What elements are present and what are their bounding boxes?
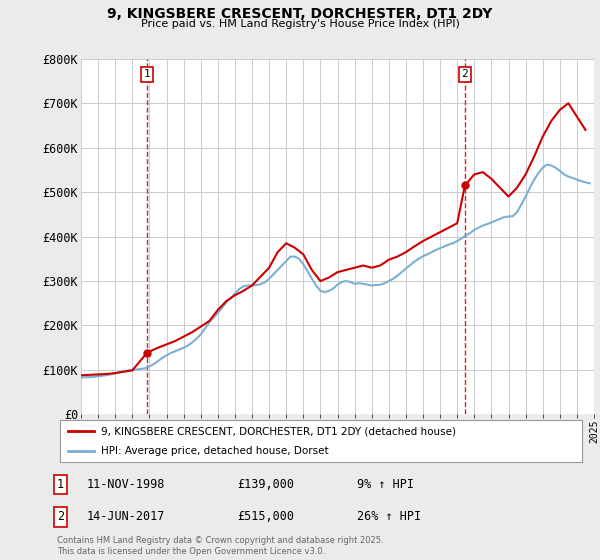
Text: HPI: Average price, detached house, Dorset: HPI: Average price, detached house, Dors… <box>101 446 328 456</box>
Text: 9% ↑ HPI: 9% ↑ HPI <box>357 478 414 491</box>
Text: 9, KINGSBERE CRESCENT, DORCHESTER, DT1 2DY (detached house): 9, KINGSBERE CRESCENT, DORCHESTER, DT1 2… <box>101 426 456 436</box>
Text: £139,000: £139,000 <box>237 478 294 491</box>
Text: 11-NOV-1998: 11-NOV-1998 <box>87 478 166 491</box>
Text: 1: 1 <box>57 478 64 491</box>
Text: 14-JUN-2017: 14-JUN-2017 <box>87 510 166 524</box>
Text: 9, KINGSBERE CRESCENT, DORCHESTER, DT1 2DY: 9, KINGSBERE CRESCENT, DORCHESTER, DT1 2… <box>107 7 493 21</box>
Text: 1: 1 <box>144 69 151 80</box>
Text: Contains HM Land Registry data © Crown copyright and database right 2025.
This d: Contains HM Land Registry data © Crown c… <box>57 536 383 556</box>
Text: 2: 2 <box>461 69 468 80</box>
Text: 26% ↑ HPI: 26% ↑ HPI <box>357 510 421 524</box>
Text: £515,000: £515,000 <box>237 510 294 524</box>
Text: Price paid vs. HM Land Registry's House Price Index (HPI): Price paid vs. HM Land Registry's House … <box>140 19 460 29</box>
Text: 2: 2 <box>57 510 64 524</box>
